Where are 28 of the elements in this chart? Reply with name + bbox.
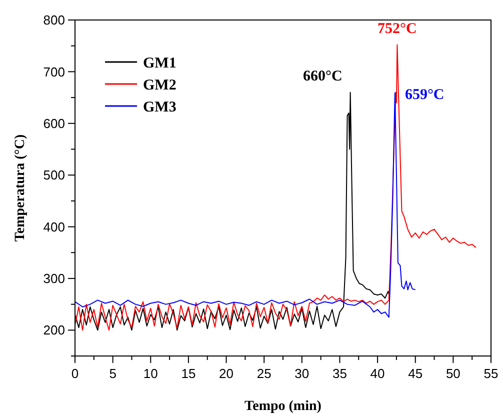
- x-tick-label: 0: [71, 366, 79, 381]
- y-axis-title: Temperatura (°C): [13, 134, 28, 242]
- y-tick-label: 700: [43, 64, 65, 80]
- y-tick-label: 400: [43, 219, 65, 234]
- annotation: 752°C: [378, 20, 417, 37]
- y-tick-label: 300: [43, 271, 65, 286]
- x-tick-label: 20: [219, 366, 234, 381]
- y-tick-label: 600: [43, 116, 65, 131]
- legend-label: GM2: [143, 77, 176, 94]
- x-tick-label: 40: [370, 366, 385, 381]
- x-tick-label: 45: [408, 366, 423, 381]
- x-tick-label: 35: [332, 366, 347, 381]
- legend-label: GM3: [143, 99, 176, 116]
- y-tick-label: 500: [43, 168, 65, 183]
- x-tick-label: 25: [256, 366, 272, 381]
- annotation: 660°C: [302, 68, 342, 84]
- y-tick-label: 800: [43, 12, 65, 28]
- x-tick-label: 55: [484, 366, 498, 381]
- line-series: [74, 44, 476, 331]
- x-tick-label: 10: [143, 366, 158, 381]
- x-tick-label: 5: [109, 366, 116, 381]
- x-tick-label: 50: [446, 366, 460, 381]
- x-tick-label: 15: [181, 366, 196, 381]
- y-tick-label: 200: [43, 322, 65, 338]
- annotation: 659°C: [404, 86, 444, 103]
- x-axis-title: Tempo (min): [244, 399, 322, 414]
- x-tick-label: 30: [294, 366, 310, 381]
- legend-label: GM1: [143, 55, 176, 72]
